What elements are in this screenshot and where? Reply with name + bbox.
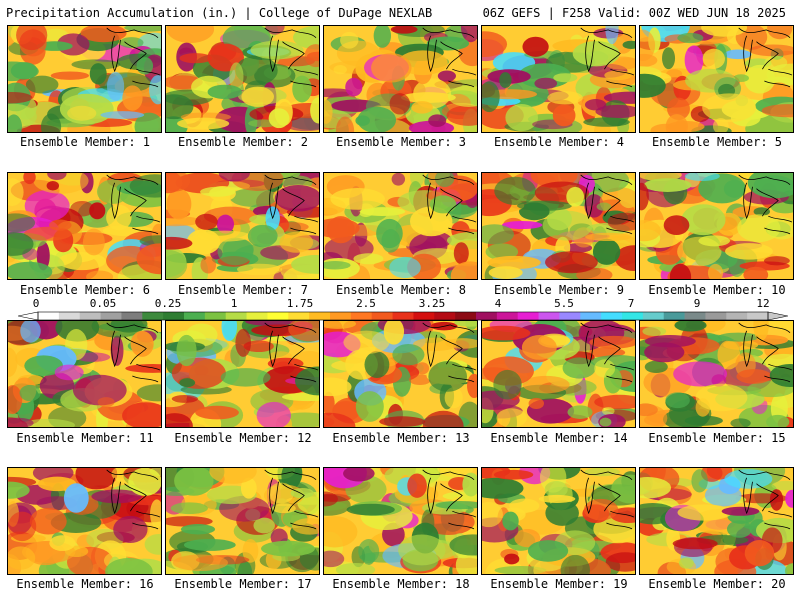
colorbar-swatch	[309, 312, 331, 320]
ensemble-member-map	[165, 467, 320, 575]
colorbar-swatch	[455, 312, 477, 320]
colorbar-swatch	[580, 312, 602, 320]
ensemble-member-label: Ensemble Member: 11	[16, 431, 154, 445]
ensemble-member-map	[165, 172, 320, 280]
ensemble-member-map	[639, 467, 794, 575]
ensemble-member-map	[323, 320, 478, 428]
ensemble-member-label: Ensemble Member: 3	[335, 135, 467, 149]
ensemble-member-map	[481, 467, 636, 575]
colorbar-min-arrow	[18, 311, 39, 321]
ensemble-member-map	[639, 172, 794, 280]
ensemble-member-map	[165, 25, 320, 133]
colorbar-swatch	[330, 312, 352, 320]
colorbar-tick-label: 7	[627, 297, 635, 310]
colorbar-swatch	[476, 312, 498, 320]
ensemble-member-label: Ensemble Member: 5	[651, 135, 783, 149]
colorbar-tick-label: 12	[756, 297, 770, 310]
colorbar-tick-label: 1.75	[286, 297, 314, 310]
colorbar-swatch	[392, 312, 414, 320]
colorbar-tick-label: 0.05	[89, 297, 117, 310]
colorbar-swatch	[246, 312, 268, 320]
colorbar-tick-label: 4	[494, 297, 502, 310]
colorbar-swatch	[747, 312, 769, 320]
ensemble-member-map	[7, 467, 162, 575]
colorbar-swatch	[184, 312, 206, 320]
page-title: Precipitation Accumulation (in.) | Colle…	[6, 6, 433, 20]
ensemble-member-label: Ensemble Member: 12	[174, 431, 312, 445]
colorbar-swatch	[601, 312, 623, 320]
colorbar-swatch	[204, 312, 227, 320]
colorbar-swatch	[642, 312, 665, 320]
ensemble-member-label: Ensemble Member: 10	[648, 283, 786, 297]
ensemble-member-map	[639, 25, 794, 133]
ensemble-member-map	[165, 320, 320, 428]
colorbar-swatch	[705, 312, 727, 320]
ensemble-member-map	[323, 172, 478, 280]
colorbar-tick-label: 0	[32, 297, 40, 310]
colorbar	[18, 311, 788, 321]
colorbar-swatch	[100, 312, 122, 320]
ensemble-member-map	[7, 25, 162, 133]
colorbar-swatch	[622, 312, 644, 320]
colorbar-swatch	[726, 312, 748, 320]
ensemble-member-label: Ensemble Member: 18	[332, 577, 470, 591]
ensemble-member-label: Ensemble Member: 13	[332, 431, 470, 445]
colorbar-swatch	[288, 312, 310, 320]
colorbar-tick-label: 5.5	[554, 297, 574, 310]
colorbar-tick-label: 9	[693, 297, 701, 310]
colorbar-tick-label: 3.25	[418, 297, 446, 310]
colorbar-swatch	[496, 312, 519, 320]
colorbar-swatch	[38, 312, 60, 320]
colorbar-swatch	[267, 312, 289, 320]
ensemble-member-label: Ensemble Member: 6	[19, 283, 151, 297]
colorbar-tick-label: 1	[230, 297, 238, 310]
colorbar-tick-label: 0.25	[154, 297, 182, 310]
ensemble-member-map	[7, 172, 162, 280]
ensemble-member-label: Ensemble Member: 14	[490, 431, 628, 445]
ensemble-member-map	[323, 25, 478, 133]
colorbar-swatch	[371, 312, 393, 320]
colorbar-max-arrow	[767, 311, 788, 321]
ensemble-member-map	[323, 467, 478, 575]
colorbar-swatch	[517, 312, 539, 320]
colorbar-border	[37, 311, 769, 321]
colorbar-tick-label: 2.5	[356, 297, 376, 310]
ensemble-member-label: Ensemble Member: 4	[493, 135, 625, 149]
colorbar-swatch	[434, 312, 456, 320]
ensemble-member-map	[639, 320, 794, 428]
ensemble-member-label: Ensemble Member: 16	[16, 577, 154, 591]
ensemble-member-map	[481, 172, 636, 280]
ensemble-member-label: Ensemble Member: 9	[493, 283, 625, 297]
ensemble-member-label: Ensemble Member: 15	[648, 431, 786, 445]
ensemble-member-label: Ensemble Member: 20	[648, 577, 786, 591]
ensemble-member-map	[481, 320, 636, 428]
colorbar-swatch	[163, 312, 185, 320]
colorbar-swatch	[79, 312, 101, 320]
ensemble-member-label: Ensemble Member: 1	[19, 135, 151, 149]
colorbar-swatch	[142, 312, 164, 320]
ensemble-member-map	[7, 320, 162, 428]
colorbar-swatch	[225, 312, 247, 320]
colorbar-swatch	[58, 312, 81, 320]
ensemble-member-label: Ensemble Member: 17	[174, 577, 312, 591]
ensemble-member-label: Ensemble Member: 2	[177, 135, 309, 149]
ensemble-member-label: Ensemble Member: 8	[335, 283, 467, 297]
colorbar-swatch	[663, 312, 685, 320]
run-valid-time: 06Z GEFS | F258 Valid: 00Z WED JUN 18 20…	[482, 6, 786, 20]
colorbar-swatch	[350, 312, 373, 320]
ensemble-member-map	[481, 25, 636, 133]
colorbar-swatch	[538, 312, 560, 320]
colorbar-swatch	[559, 312, 581, 320]
colorbar-swatch	[684, 312, 706, 320]
ensemble-member-label: Ensemble Member: 19	[490, 577, 628, 591]
colorbar-swatch	[413, 312, 435, 320]
colorbar-swatch	[121, 312, 143, 320]
ensemble-member-label: Ensemble Member: 7	[177, 283, 309, 297]
